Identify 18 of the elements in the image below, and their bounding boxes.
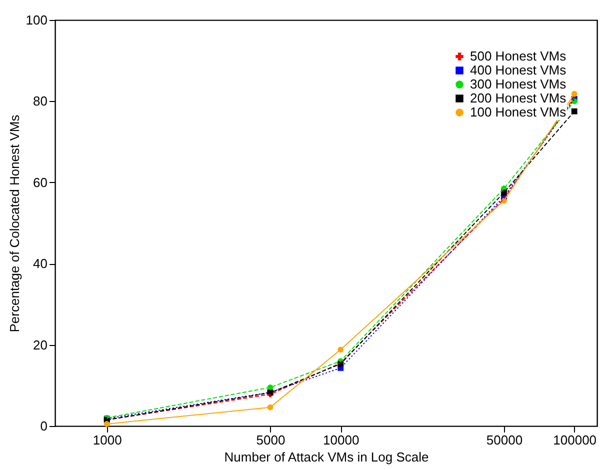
x-tick-label: 5000 xyxy=(256,432,286,448)
y-tick-label: 80 xyxy=(33,94,48,109)
y-tick-label: 0 xyxy=(40,418,48,434)
legend-label: 200 Honest VMs xyxy=(470,90,567,106)
legend-label: 300 Honest VMs xyxy=(470,76,567,92)
x-axis-title: Number of Attack VMs in Log Scale xyxy=(224,450,429,464)
y-tick-label: 60 xyxy=(33,174,48,190)
x-tick-label: 100000 xyxy=(553,432,597,448)
legend-label: 100 Honest VMs xyxy=(470,104,567,120)
y-tick-label: 20 xyxy=(33,337,48,352)
legend-label: 400 Honest VMs xyxy=(470,62,567,78)
y-tick-label: 40 xyxy=(33,256,48,272)
x-tick-label: 50000 xyxy=(486,432,523,448)
x-tick-label: 10000 xyxy=(323,432,360,448)
x-tick-label: 1000 xyxy=(92,432,122,448)
legend-label: 500 Honest VMs xyxy=(470,48,567,64)
y-tick-label: 100 xyxy=(26,12,48,28)
y-axis-title: Percentage of Colocated Honest VMs xyxy=(6,114,22,332)
